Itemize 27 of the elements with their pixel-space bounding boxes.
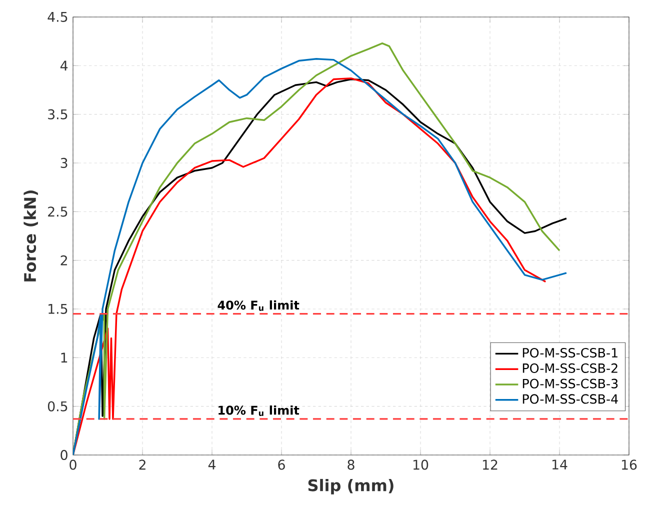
y-tick-label: 1 [61,352,68,363]
x-tick-label: 2 [139,460,146,470]
x-tick-label: 0 [70,460,76,470]
y-tick-label: 3 [60,158,68,168]
x-tick-label: 4 [208,460,216,470]
x-tick-label: 16 [622,460,637,470]
x-tick-label: 14 [552,460,568,470]
legend-label: PO-M-SS-CSB-1 [522,348,618,358]
x-axis-title: Slip (mm) [308,478,394,494]
legend-label: PO-M-SS-CSB-3 [522,378,618,388]
y-axis-title: Force (kN) [24,190,38,282]
x-tick-label: 12 [482,460,498,470]
ref-line-label: 40% F$_{u}$ limit [218,300,300,311]
x-tick-label: 8 [348,460,354,470]
y-tick-label: 2.5 [48,206,68,217]
y-tick-label: 4 [60,60,68,71]
y-tick-label: 1.5 [48,304,68,314]
y-tick-label: 0.5 [48,401,68,412]
legend-label: PO-M-SS-CSB-2 [522,363,618,373]
x-tick-label: 10 [413,460,428,470]
ref-line-label: 10% F$_{u}$ limit [218,405,300,416]
x-tick-label: 6 [278,460,285,470]
y-tick-label: 3.5 [48,109,68,120]
legend-label: PO-M-SS-CSB-4 [522,394,618,404]
y-tick-label: 4.5 [48,12,68,22]
y-tick-label: 2 [60,255,67,266]
y-tick-label: 0 [60,450,68,460]
